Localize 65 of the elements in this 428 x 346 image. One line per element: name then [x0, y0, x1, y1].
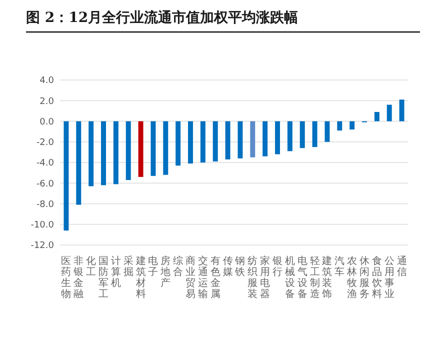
x-tick-label: 传媒 [222, 256, 233, 278]
bar [386, 104, 392, 122]
bar [374, 112, 380, 122]
bar [225, 121, 230, 160]
y-tick-label: -12.0 [30, 241, 54, 252]
bar [350, 121, 355, 130]
chart-title: 图 2：12月全行业流通市值加权平均涨跌幅 [26, 9, 298, 26]
bar [138, 121, 144, 177]
bar [238, 121, 243, 158]
bar [312, 121, 318, 148]
x-tick-label: 电气设备 [297, 255, 308, 300]
x-tick-label: 采掘 [123, 255, 134, 278]
bar [126, 121, 131, 180]
x-tick-label: 有色金属 [210, 255, 220, 300]
bar [101, 121, 106, 186]
bar [163, 121, 168, 175]
y-tick-label: -8.0 [36, 200, 54, 210]
x-tick-label: 食品饮料 [370, 255, 382, 300]
bar [200, 121, 206, 162]
x-tick-label: 通信 [396, 255, 407, 278]
x-tick-label: 建筑装饰 [321, 255, 332, 300]
y-tick-label: -4.0 [36, 158, 54, 169]
x-tick-label: 医药生物 [61, 256, 72, 300]
x-tick-label: 电子 [148, 255, 158, 278]
x-tick-label: 化工 [86, 255, 96, 278]
x-tick-label: 机械设备 [284, 255, 295, 300]
bar [250, 121, 256, 158]
bar [64, 121, 69, 231]
bar [176, 121, 181, 166]
bar [300, 121, 305, 148]
bar [324, 121, 330, 142]
y-tick-label: 2.0 [40, 96, 54, 107]
x-tick-label: 银行 [272, 256, 282, 278]
x-tick-label: 建筑材料 [134, 255, 146, 300]
x-tick-label: 非银金融 [72, 255, 84, 300]
x-tick-label: 钢铁 [234, 256, 246, 278]
bar [399, 100, 404, 122]
y-tick-label: 0.0 [40, 117, 54, 128]
bar [212, 121, 218, 162]
bar [150, 121, 156, 176]
x-tick-label: 农林牧渔 [346, 256, 358, 300]
x-tick-label: 综合 [173, 255, 184, 278]
x-tick-label: 轻工制造 [310, 255, 320, 300]
y-tick-label: -10.0 [30, 220, 54, 231]
bar [88, 121, 94, 186]
bar [287, 121, 292, 152]
y-tick-label: -2.0 [36, 138, 54, 148]
x-tick-label: 交通运输 [198, 255, 208, 300]
x-tick-label: 汽车 [334, 255, 345, 278]
bar [113, 121, 118, 184]
bar [262, 121, 268, 156]
x-tick-label: 计算机 [110, 255, 121, 289]
bar [188, 121, 193, 164]
bar [337, 121, 342, 131]
x-tick-label: 房地产 [160, 255, 171, 289]
x-tick-label: 家用电器 [260, 255, 270, 300]
x-tick-label: 国防军工 [98, 256, 108, 300]
x-tick-label: 商业贸易 [186, 255, 196, 300]
y-tick-label: 4.0 [40, 76, 54, 86]
x-tick-label: 公用事业 [384, 255, 394, 300]
bar [275, 121, 280, 154]
x-tick-label: 休闲服务 [360, 256, 370, 300]
bar [76, 121, 82, 205]
y-tick-label: -6.0 [36, 179, 54, 190]
x-tick-label: 纺织服装 [248, 255, 258, 300]
